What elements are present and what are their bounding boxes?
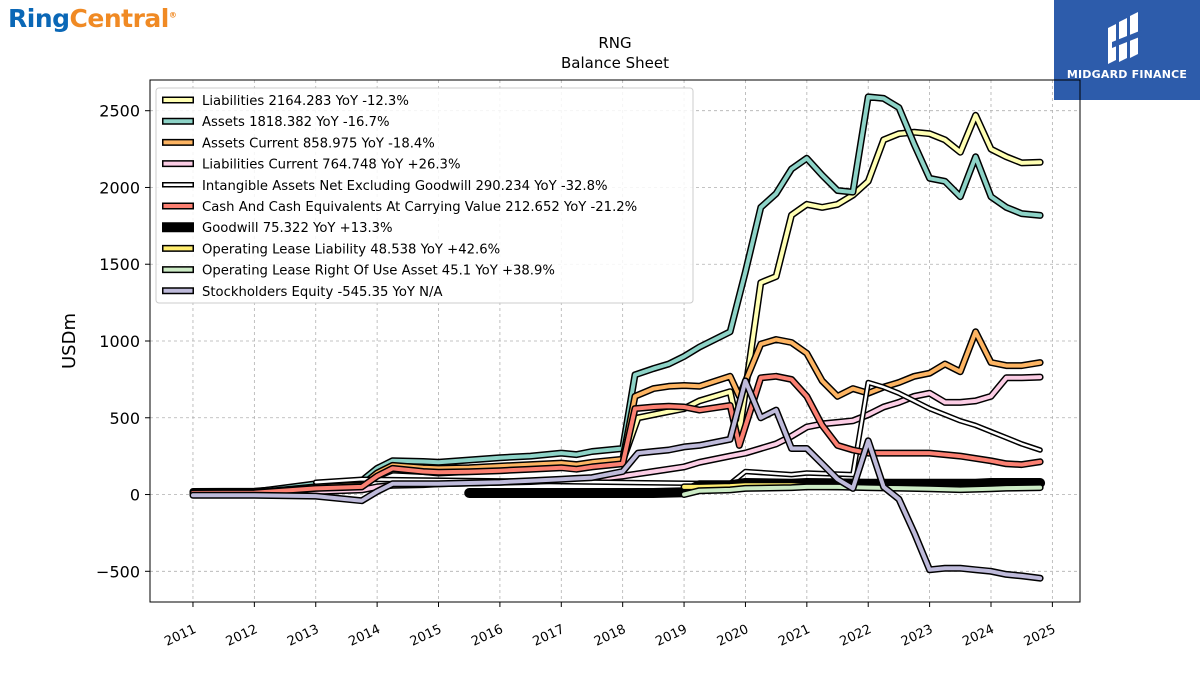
y-tick-label: 2500	[99, 102, 140, 121]
series-line-stockholders-equity	[191, 378, 1043, 581]
legend-label-assets-current: Assets Current 858.975 YoY -18.4%	[202, 136, 435, 151]
series-line-assets	[191, 94, 1043, 495]
x-tick-label: 2022	[838, 622, 874, 650]
x-tick-label: 2025	[1022, 622, 1058, 650]
y-axis-label: USDm	[59, 313, 80, 369]
badge-text: MIDGARD FINANCE	[1066, 68, 1188, 81]
legend-label-stockholders-equity: Stockholders Equity -545.35 YoY N/A	[202, 285, 443, 300]
y-tick-label: −500	[96, 562, 140, 581]
x-tick-label: 2023	[899, 622, 935, 650]
series-outline-assets-current	[189, 328, 1044, 497]
x-tick-label: 2016	[469, 622, 505, 650]
x-tick-label: 2024	[960, 622, 996, 650]
legend-label-liabilities-current: Liabilities Current 764.748 YoY +26.3%	[202, 158, 460, 173]
logo-ring-text: Ring	[8, 4, 70, 33]
x-tick-label: 2015	[408, 622, 444, 650]
grid-lines	[150, 80, 1080, 602]
legend-label-liabilities: Liabilities 2164.283 YoY -12.3%	[202, 94, 409, 109]
x-tick-label: 2014	[346, 622, 382, 650]
y-axis: −500 0 500 1000 1500 2000 2500	[96, 102, 150, 581]
x-tick-label: 2017	[531, 622, 567, 650]
x-tick-label: 2019	[653, 622, 689, 650]
y-tick-label: 1500	[99, 255, 140, 274]
x-axis: 2011 2012 2013 2014 2015 2016 2017 2018 2019 2020…	[162, 602, 1058, 650]
legend-box	[155, 87, 694, 304]
x-tick-label: 2013	[285, 622, 321, 650]
legend-label-intangible-assets-net-excluding-goodwill: Intangible Assets Net Excluding Goodwill…	[202, 179, 608, 194]
x-tick-label: 2012	[224, 622, 260, 650]
legend-label-operating-lease-liability: Operating Lease Liability 48.538 YoY +42…	[202, 242, 500, 257]
ringcentral-logo: RingCentral®	[8, 4, 177, 33]
series-lines	[189, 93, 1046, 582]
chart-title: RNG	[598, 34, 631, 52]
x-tick-label: 2018	[592, 622, 628, 650]
y-tick-label: 0	[130, 486, 140, 505]
legend-label-goodwill: Goodwill 75.322 YoY +13.3%	[202, 221, 393, 236]
midgard-finance-badge: MIDGARD FINANCE	[1054, 0, 1200, 100]
series-line-cash-and-cash-equivalents-at-carrying-value	[191, 374, 1043, 495]
chart-subtitle: Balance Sheet	[561, 54, 669, 72]
midgard-logo-icon	[1108, 12, 1142, 64]
x-tick-label: 2011	[162, 622, 198, 650]
y-tick-label: 1000	[99, 332, 140, 351]
legend: Liabilities 2164.283 YoY -12.3% Assets 18…	[155, 87, 694, 304]
x-tick-label: 2021	[776, 622, 812, 650]
y-tick-label: 500	[109, 409, 140, 428]
series-line-intangible-assets-net-excluding-goodwill	[314, 381, 1042, 486]
legend-label-cash-and-cash-equivalents-at-carrying-value: Cash And Cash Equivalents At Carrying Va…	[202, 200, 637, 215]
logo-central-text: Central	[69, 4, 170, 33]
logo-registered-mark: ®	[168, 10, 177, 20]
y-tick-label: 2000	[99, 178, 140, 197]
series-line-assets-current	[191, 329, 1043, 495]
x-tick-label: 2020	[715, 622, 751, 650]
legend-label-assets: Assets 1818.382 YoY -16.7%	[202, 115, 390, 130]
legend-label-operating-lease-right-of-use-asset: Operating Lease Right Of Use Asset 45.1 …	[202, 264, 555, 279]
